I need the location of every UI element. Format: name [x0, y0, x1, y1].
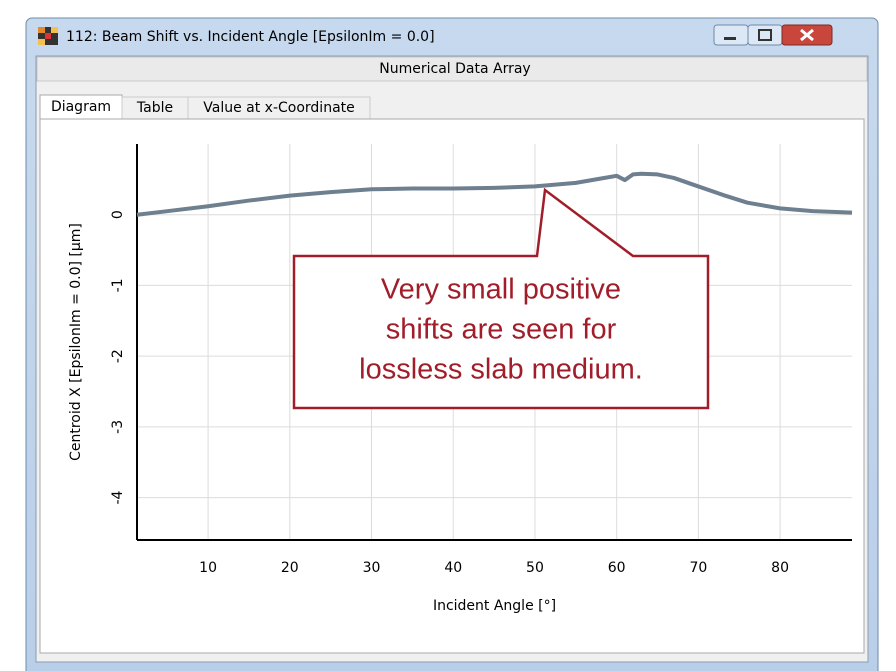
tab-label: Diagram — [51, 99, 111, 115]
x-tick-label: 60 — [608, 560, 626, 576]
x-tick-label: 20 — [281, 560, 299, 576]
x-tick-label: 40 — [444, 560, 462, 576]
minimize-button[interactable] — [713, 24, 749, 46]
y-tick-label: -2 — [110, 349, 126, 363]
annotation: lossless slab medium. — [359, 354, 643, 386]
window-title: 112: Beam Shift vs. Incident Angle [Epsi… — [66, 29, 435, 45]
x-tick-label: 10 — [199, 560, 217, 576]
header-title: Numerical Data Array — [379, 61, 530, 77]
x-tick-label: 80 — [771, 560, 789, 576]
tab-label: Value at x-Coordinate — [203, 100, 355, 116]
x-tick-label: 50 — [526, 560, 544, 576]
y-axis-label: Centroid X [EpsilonIm = 0.0] [µm] — [68, 223, 84, 461]
x-tick-label: 30 — [363, 560, 381, 576]
callout — [292, 187, 710, 410]
y-tick-label: 0 — [110, 210, 126, 219]
data-line — [136, 171, 853, 217]
annotation: shifts are seen for — [386, 314, 617, 346]
close-icon — [800, 28, 814, 42]
y-tick-label: -3 — [110, 420, 126, 434]
chart: 10 20 30 40 50 60 70 80 0 -1 -2 -3 -4 Incident Angle … — [68, 144, 853, 614]
app-icon — [38, 27, 58, 45]
maximize-icon — [758, 29, 772, 41]
minimize-icon — [724, 37, 736, 40]
header-bar — [36, 56, 868, 82]
maximize-button[interactable] — [747, 24, 783, 46]
x-axis-label: Incident Angle [°] — [433, 598, 556, 614]
x-tick-label: 70 — [689, 560, 707, 576]
y-tick-label: -4 — [110, 491, 126, 505]
y-tick-label: -1 — [110, 278, 126, 292]
annotation: Very small positive — [381, 274, 621, 306]
tab-label: Table — [136, 100, 173, 116]
